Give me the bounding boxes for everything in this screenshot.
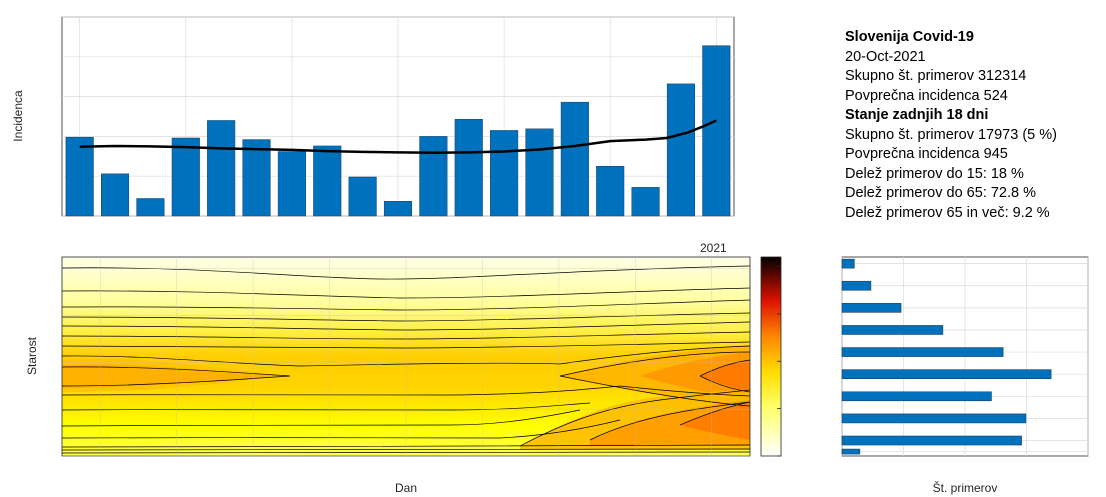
incidence-bar	[525, 128, 554, 217]
age-bar	[841, 303, 902, 313]
age-bar	[841, 258, 855, 269]
incidence-bar	[596, 166, 625, 217]
year-label: 2021	[700, 241, 727, 255]
info-title: Slovenija Covid-19	[845, 29, 974, 45]
colorbar-ticks	[777, 266, 781, 457]
incidence-bar	[560, 101, 589, 217]
incidence-bar	[702, 45, 731, 217]
top-y-axis-label: Incidenca	[11, 90, 25, 142]
incidence-bar	[419, 136, 448, 217]
info-recent-total: Skupno št. primerov 17973 (5 %)	[845, 126, 1057, 143]
age-bar	[841, 325, 944, 335]
info-date: 20-Oct-2021	[845, 48, 926, 65]
contour-grid	[62, 257, 750, 457]
incidence-bar	[101, 173, 130, 217]
daily-incidence-chart: 2021 Incidenca	[11, 16, 735, 255]
contour-region	[590, 400, 750, 446]
incidence-bar	[242, 139, 271, 217]
incidence-bar	[631, 187, 660, 217]
info-share-65-plus: Delež primerov 65 in več: 9.2 %	[845, 204, 1050, 221]
info-share-under-65: Delež primerov do 65: 72.8 %	[845, 185, 1037, 201]
contour-region	[62, 364, 280, 388]
age-bar	[841, 280, 872, 291]
incidence-bar	[666, 83, 695, 217]
info-avg-incidence: Povprečna incidenca 524	[845, 87, 1008, 104]
age-bar	[841, 413, 1027, 424]
info-total-cases: Skupno št. primerov 312314	[845, 68, 1027, 84]
info-panel: Slovenija Covid-19 20-Oct-2021 Skupno št…	[845, 28, 1057, 223]
contour-region	[680, 402, 750, 440]
incidence-bar	[348, 176, 377, 217]
incidence-bar	[383, 201, 413, 217]
cases-by-age-chart: Št. primerov	[841, 256, 1089, 495]
incidence-bar	[454, 119, 483, 217]
colorbar	[760, 256, 782, 457]
contour-region	[700, 360, 750, 392]
contour-y-axis-label: Starost	[25, 336, 39, 375]
contour-region	[640, 352, 750, 400]
age-bar	[841, 391, 992, 402]
trend-line	[79, 119, 717, 154]
info-recent-avg: Povprečna incidenca 945	[845, 146, 1008, 162]
incidence-bar	[207, 120, 236, 217]
incidence-bar	[490, 130, 519, 217]
info-recent-title: Stanje zadnjih 18 dni	[845, 107, 989, 123]
incidence-bar	[136, 198, 165, 217]
hbar-x-axis-label: Št. primerov	[933, 480, 998, 495]
hbar-bars	[841, 258, 1052, 455]
age-bar	[841, 448, 861, 455]
incidence-bar	[277, 151, 306, 217]
age-by-day-contour: Dan Starost	[25, 256, 782, 495]
incidence-bar	[171, 137, 200, 217]
age-bar	[841, 435, 1022, 446]
top-bars	[65, 45, 731, 217]
contour-lines	[62, 265, 750, 454]
contour-x-axis-label: Dan	[395, 481, 417, 495]
incidence-bar	[313, 145, 342, 217]
info-share-under-15: Delež primerov do 15: 18 %	[845, 165, 1024, 182]
incidence-bar	[65, 136, 94, 217]
age-bar	[841, 347, 1004, 357]
age-bar	[841, 369, 1052, 379]
